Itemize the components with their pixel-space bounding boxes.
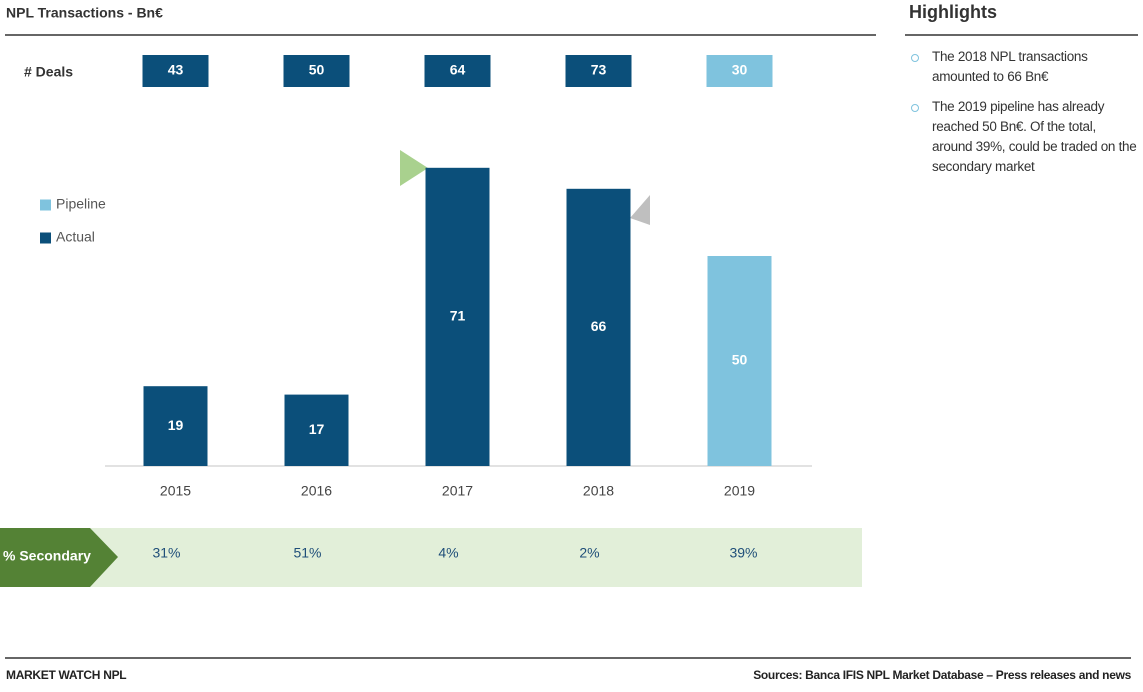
deals-box — [142, 55, 209, 87]
x-tick-label: 2016 — [301, 483, 332, 499]
callout-pointer — [630, 195, 650, 225]
bar — [425, 167, 490, 467]
bar — [143, 386, 208, 466]
secondary-band — [75, 528, 862, 587]
deals-label: # Deals — [24, 64, 73, 80]
legend-label: Actual — [56, 229, 95, 245]
secondary-value: 39% — [729, 545, 757, 561]
highlight-item: The 2019 pipeline has already reached 50… — [909, 97, 1139, 177]
deals-value: 30 — [732, 62, 748, 78]
bar — [284, 394, 349, 466]
deals-value: 50 — [309, 62, 325, 78]
footer-right: Sources: Banca IFIS NPL Market Database … — [753, 668, 1131, 682]
secondary-label: % Secondary — [3, 548, 91, 564]
secondary-value: 2% — [579, 545, 599, 561]
legend-swatch — [40, 199, 51, 211]
callout: Included 24,1 Bn€ of MPS disposal based … — [248, 165, 395, 227]
bar-value-label: 50 — [732, 352, 748, 368]
x-tick-label: 2018 — [583, 483, 614, 499]
bar-value-label: 66 — [591, 318, 607, 334]
bar — [566, 188, 631, 467]
legend-swatch — [40, 232, 51, 244]
x-tick-label: 2017 — [442, 483, 473, 499]
callout: Included 7,8 Bn€ of BPM disposal announc… — [661, 160, 786, 206]
deals-box — [565, 55, 632, 87]
highlights-title: Highlights — [909, 2, 997, 22]
chart-title: NPL Transactions - Bn€ — [6, 5, 163, 21]
secondary-value: 51% — [293, 545, 321, 561]
deals-value: 43 — [168, 62, 184, 78]
deals-value: 64 — [450, 62, 466, 78]
deals-box — [706, 55, 773, 87]
legend-label: Pipeline — [56, 196, 106, 212]
bar-value-label: 17 — [309, 421, 325, 437]
footer-left: MARKET WATCH NPL — [6, 668, 127, 682]
bar — [707, 256, 772, 466]
highlight-item: The 2018 NPL transactions amounted to 66… — [909, 47, 1139, 87]
secondary-value: 31% — [152, 545, 180, 561]
bar-value-label: 71 — [450, 308, 466, 324]
x-tick-label: 2019 — [724, 483, 755, 499]
x-tick-label: 2015 — [160, 483, 191, 499]
bar-value-label: 19 — [168, 417, 184, 433]
callout-pointer — [400, 150, 428, 186]
secondary-arrow — [0, 528, 118, 587]
deals-box — [283, 55, 350, 87]
secondary-value: 4% — [438, 545, 458, 561]
highlights-list: The 2018 NPL transactions amounted to 66… — [909, 47, 1139, 187]
deals-value: 73 — [591, 62, 607, 78]
deals-box — [424, 55, 491, 87]
